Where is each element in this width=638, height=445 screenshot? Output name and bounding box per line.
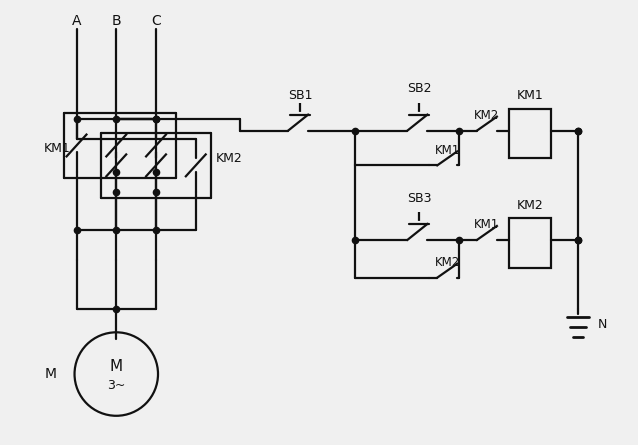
Text: SB2: SB2 — [407, 82, 432, 95]
Text: SB1: SB1 — [288, 89, 313, 102]
Text: KM2: KM2 — [434, 256, 460, 269]
Text: M: M — [45, 367, 57, 381]
Text: KM2: KM2 — [216, 152, 242, 165]
Text: KM1: KM1 — [434, 144, 460, 157]
Text: M: M — [110, 359, 123, 374]
Text: KM2: KM2 — [474, 109, 500, 122]
Bar — [509, 109, 551, 158]
Text: KM1: KM1 — [474, 218, 500, 231]
Text: A: A — [71, 14, 81, 28]
Text: KM2: KM2 — [516, 198, 543, 212]
Text: C: C — [151, 14, 161, 28]
Text: KM1: KM1 — [516, 89, 543, 102]
Text: 3~: 3~ — [107, 380, 126, 392]
Text: N: N — [598, 318, 607, 331]
Text: SB3: SB3 — [407, 192, 432, 205]
Bar — [509, 218, 551, 268]
Text: B: B — [112, 14, 121, 28]
Text: KM1: KM1 — [44, 142, 70, 155]
